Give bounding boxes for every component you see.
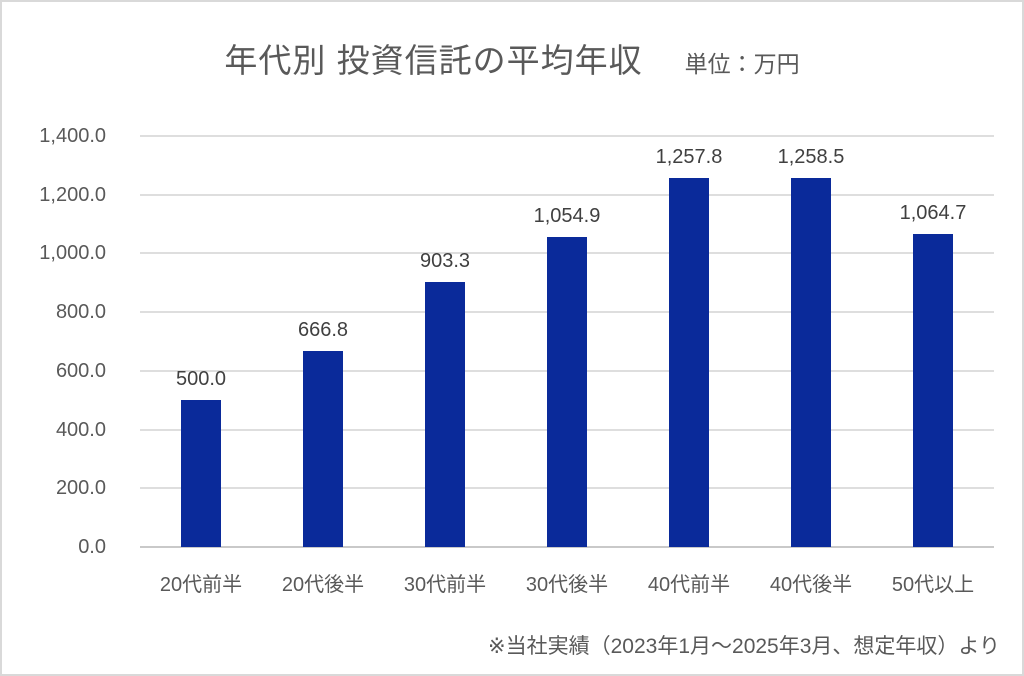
x-category-label: 20代後半 — [281, 574, 365, 596]
bar-value-label: 1,064.7 — [899, 202, 967, 224]
chart-bar — [547, 237, 587, 547]
x-axis-line — [140, 546, 994, 548]
y-tick-label: 1,400.0 — [39, 125, 106, 147]
bar-value-label: 903.3 — [419, 250, 471, 272]
x-category-label: 20代前半 — [159, 574, 243, 596]
bar-value-label: 1,054.9 — [533, 205, 601, 227]
chart-title: 年代別 投資信託の平均年収 — [224, 42, 643, 79]
y-tick-label: 1,200.0 — [39, 184, 106, 206]
bar-value-label: 1,258.5 — [777, 146, 845, 168]
y-tick-label: 200.0 — [55, 477, 106, 499]
gridline — [140, 194, 994, 196]
x-category-label: 30代前半 — [403, 574, 487, 596]
chart-unit-label: 単位：万円 — [684, 51, 800, 77]
x-category-label: 30代後半 — [525, 574, 609, 596]
bar-value-label: 500.0 — [175, 368, 227, 390]
y-tick-label: 600.0 — [55, 360, 106, 382]
chart-bar — [913, 234, 953, 547]
chart-bar — [425, 282, 465, 547]
x-category-label: 50代以上 — [891, 574, 975, 596]
x-category-label: 40代前半 — [647, 574, 731, 596]
chart-bar — [303, 351, 343, 547]
y-tick-label: 800.0 — [55, 301, 106, 323]
bar-value-label: 1,257.8 — [655, 146, 723, 168]
y-tick-label: 1,000.0 — [39, 242, 106, 264]
y-tick-label: 0.0 — [78, 536, 106, 558]
chart-bar — [181, 400, 221, 547]
chart-bar — [669, 178, 709, 547]
chart-header: 年代別 投資信託の平均年収 単位：万円 — [2, 34, 1022, 82]
bar-value-label: 666.8 — [297, 319, 349, 341]
gridline — [140, 135, 994, 137]
y-tick-label: 400.0 — [55, 419, 106, 441]
chart-bar — [791, 178, 831, 547]
x-category-label: 40代後半 — [769, 574, 853, 596]
chart-footnote: ※当社実績（2023年1月～2025年3月、想定年収）より — [488, 635, 1000, 658]
